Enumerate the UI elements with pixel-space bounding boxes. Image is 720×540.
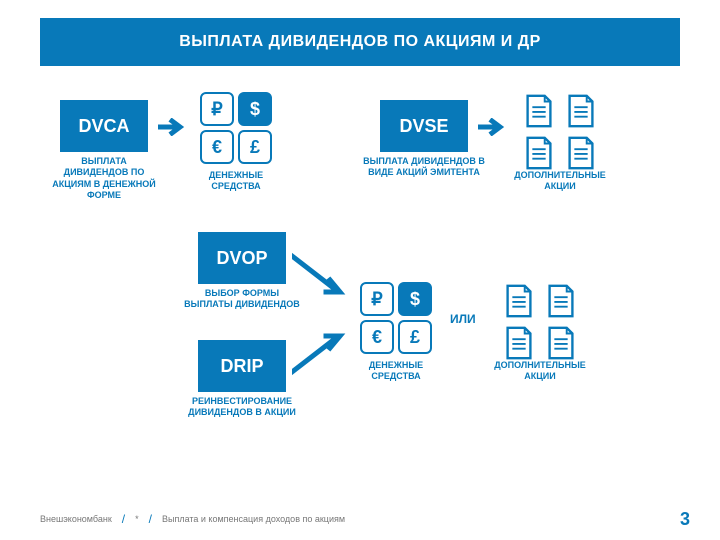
box-dvca: DVCA <box>60 100 148 152</box>
document-icon <box>500 324 538 362</box>
page-title: ВЫПЛАТА ДИВИДЕНДОВ ПО АКЦИЯМ И ДР <box>179 33 541 51</box>
currency-dollar-icon: $ <box>398 282 432 316</box>
box-dvse: DVSE <box>380 100 468 152</box>
footer: Внешэкономбанк / * / Выплата и компенсац… <box>40 512 680 526</box>
label-dvca: ВЫПЛАТА ДИВИДЕНДОВ ПО АКЦИЯМ В ДЕНЕЖНОЙ … <box>48 156 160 201</box>
box-dvop-code: DVOP <box>216 248 267 269</box>
currency-ruble-icon: ₽ <box>360 282 394 316</box>
box-dvca-code: DVCA <box>78 116 129 137</box>
currency-dollar-icon: $ <box>238 92 272 126</box>
footer-sep-1: / <box>122 512 125 526</box>
label-drip: РЕИНВЕСТИРОВАНИЕ ДИВИДЕНДОВ В АКЦИИ <box>180 396 304 419</box>
currency-grid-1: ₽ $ € £ <box>200 92 272 164</box>
footer-sep-2: / <box>149 512 152 526</box>
arrow-drip-out <box>292 328 352 378</box>
currency-grid-2: ₽ $ € £ <box>360 282 432 354</box>
page-number: 3 <box>680 509 690 530</box>
currency-pound-icon: £ <box>398 320 432 354</box>
currency-pound-icon: £ <box>238 130 272 164</box>
footer-right: Выплата и компенсация доходов по акциям <box>162 514 345 524</box>
label-or: ИЛИ <box>450 312 476 326</box>
label-cash-1: ДЕНЕЖНЫЕ СРЕДСТВА <box>200 170 272 193</box>
title-bar: ВЫПЛАТА ДИВИДЕНДОВ ПО АКЦИЯМ И ДР <box>40 18 680 66</box>
box-drip: DRIP <box>198 340 286 392</box>
box-dvop: DVOP <box>198 232 286 284</box>
currency-ruble-icon: ₽ <box>200 92 234 126</box>
label-dvop: ВЫБОР ФОРМЫ ВЫПЛАТЫ ДИВИДЕНДОВ <box>180 288 304 311</box>
document-icon <box>542 324 580 362</box>
currency-euro-icon: € <box>200 130 234 164</box>
label-cash-2: ДЕНЕЖНЫЕ СРЕДСТВА <box>360 360 432 383</box>
footer-left: Внешэкономбанк <box>40 514 112 524</box>
label-shares-1: ДОПОЛНИТЕЛЬНЫЕ АКЦИИ <box>510 170 610 193</box>
document-icon <box>562 134 600 172</box>
label-dvse: ВЫПЛАТА ДИВИДЕНДОВ В ВИДЕ АКЦИЙ ЭМИТЕНТА <box>362 156 486 179</box>
box-drip-code: DRIP <box>220 356 263 377</box>
arrow-dvop-out <box>292 250 352 300</box>
document-icon <box>500 282 538 320</box>
docs-grid-2 <box>500 282 580 354</box>
arrow-dvca-cash <box>158 118 190 136</box>
arrow-dvse-shares <box>478 118 510 136</box>
footer-mid: * <box>135 514 139 524</box>
docs-grid-1 <box>520 92 600 164</box>
document-icon <box>520 134 558 172</box>
document-icon <box>520 92 558 130</box>
document-icon <box>542 282 580 320</box>
document-icon <box>562 92 600 130</box>
currency-euro-icon: € <box>360 320 394 354</box>
label-shares-2: ДОПОЛНИТЕЛЬНЫЕ АКЦИИ <box>490 360 590 383</box>
box-dvse-code: DVSE <box>399 116 448 137</box>
